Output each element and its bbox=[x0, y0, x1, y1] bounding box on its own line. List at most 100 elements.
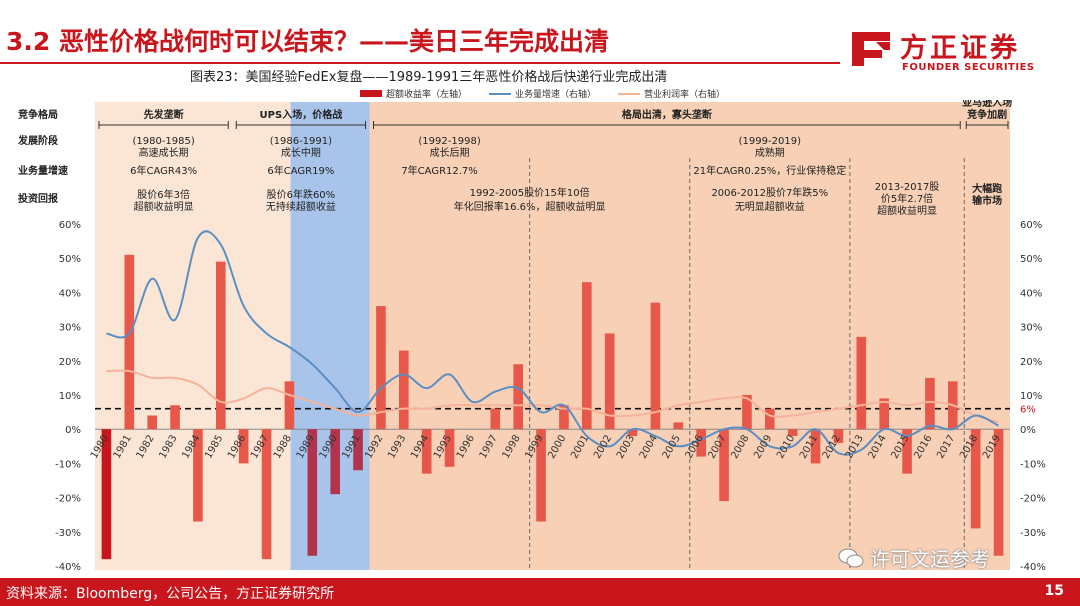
chart-legend: 超额收益率（左轴） 业务量增速（右轴） 营业利润率（右轴） bbox=[360, 87, 725, 100]
competition2-4: 竞争加剧 bbox=[966, 108, 1007, 121]
y-right-tick: 20% bbox=[1020, 357, 1042, 368]
bar-excess-1985 bbox=[216, 261, 226, 430]
return-2013-2017-l2: 价5年2.7倍 bbox=[881, 192, 933, 205]
y-right-tick: 50% bbox=[1020, 254, 1042, 265]
period-bg-1980-1985 bbox=[95, 102, 233, 570]
y-right-tick: -20% bbox=[1020, 494, 1046, 505]
stage2-3: 成长后期 bbox=[430, 147, 470, 159]
y-right-tick: -30% bbox=[1020, 528, 1046, 539]
bar-excess-1984 bbox=[193, 429, 203, 522]
bar-excess-2015 bbox=[902, 429, 912, 474]
bar-excess-2009 bbox=[765, 408, 775, 430]
row-label: 竞争格局 bbox=[17, 108, 58, 121]
return-2013-2017-l1: 2013-2017股 bbox=[875, 181, 940, 193]
bar-excess-2000 bbox=[559, 405, 569, 430]
row-label: 业务量增速 bbox=[18, 164, 68, 177]
y-left-tick: -10% bbox=[55, 459, 81, 470]
return-2013-2017-l3: 超额收益明显 bbox=[877, 204, 937, 217]
stage-2: (1986-1991) bbox=[270, 136, 332, 147]
bar-excess-1981 bbox=[124, 254, 135, 430]
bar-excess-2008 bbox=[742, 395, 752, 430]
figure-title: 图表23：美国经验FedEx复盘——1989-1991三年恶性价格战后快递行业完… bbox=[190, 70, 668, 85]
competition-1: 先发垄断 bbox=[144, 108, 184, 121]
bar-excess-2001 bbox=[582, 282, 592, 430]
bar-excess-2006 bbox=[696, 429, 706, 457]
y-right-tick: 0% bbox=[1020, 425, 1036, 436]
stage2-4: 成熟期 bbox=[755, 146, 785, 159]
bar-excess-2002 bbox=[604, 333, 615, 430]
stage2-2: 成长中期 bbox=[281, 146, 321, 159]
return2-1: 超额收益明显 bbox=[134, 200, 194, 213]
bar-excess-2019 bbox=[993, 429, 1004, 556]
y-left-tick: 0% bbox=[65, 425, 81, 436]
bar-excess-1988 bbox=[284, 381, 295, 430]
page-title: 3.2 恶性价格战何时可以结束？——美日三年完成出清 bbox=[6, 27, 609, 56]
return-1992-2005-l2: 年化回报率16.6%，超额收益明显 bbox=[454, 200, 606, 213]
logo-text-cn: 方正证券 bbox=[900, 33, 1020, 64]
competition-3: 格局出清，寡头垄断 bbox=[622, 108, 712, 121]
competition-2: UPS入场，价格战 bbox=[260, 108, 343, 121]
y-right-tick: 60% bbox=[1020, 220, 1042, 231]
watermark: 许可文运参考 bbox=[838, 543, 990, 572]
stage2-1: 高速成长期 bbox=[139, 146, 189, 159]
y-right-tick: 40% bbox=[1020, 288, 1042, 299]
title-underline bbox=[0, 62, 840, 64]
y-right-tick: 30% bbox=[1020, 323, 1042, 334]
bar-excess-1990 bbox=[330, 429, 340, 495]
y-left-tick: 60% bbox=[59, 220, 81, 231]
y-left-tick: -30% bbox=[55, 528, 81, 539]
y-left-tick: 40% bbox=[59, 288, 81, 299]
bar-excess-2004 bbox=[650, 302, 661, 430]
y-left-tick: 20% bbox=[59, 357, 81, 368]
bar-excess-2016 bbox=[925, 377, 935, 430]
bar-excess-2011 bbox=[810, 429, 821, 464]
growth-4: 21年CAGR0.25%，行业保持稳定 bbox=[693, 164, 846, 177]
wechat-icon bbox=[838, 548, 864, 567]
bar-excess-2010 bbox=[787, 429, 798, 437]
competition-4: 亚马逊入场 bbox=[962, 100, 1012, 109]
bar-excess-1982 bbox=[147, 415, 157, 430]
bar-excess-1989 bbox=[307, 429, 318, 556]
legend-item-growth: 业务量增速（右轴） bbox=[489, 87, 596, 100]
y-left-tick: 30% bbox=[59, 323, 81, 334]
return1-2: 股价6年跌60% bbox=[267, 188, 336, 201]
line-business-growth bbox=[106, 230, 1000, 456]
stage-3: (1992-1998) bbox=[418, 136, 480, 147]
y-right-tick: 10% bbox=[1020, 391, 1042, 402]
bar-excess-1999 bbox=[536, 429, 546, 522]
legend-item-excess: 超额收益率（左轴） bbox=[360, 87, 467, 100]
bar-excess-1987 bbox=[261, 429, 272, 560]
y-left-tick: 50% bbox=[59, 254, 81, 265]
bar-excess-2005 bbox=[673, 422, 684, 430]
logo-text-en: FOUNDER SECURITIES bbox=[902, 62, 1035, 73]
page-number: 15 bbox=[1044, 583, 1064, 599]
bar-excess-1995 bbox=[444, 429, 455, 467]
y-left-tick: -20% bbox=[55, 494, 81, 505]
founder-logo-icon bbox=[852, 32, 890, 66]
return1-4: 大幅跑 bbox=[972, 182, 1002, 195]
bar-excess-1998 bbox=[513, 364, 523, 430]
source-note: 资料来源：Bloomberg，公司公告，方正证券研究所 bbox=[6, 586, 335, 602]
y-right-tick: -10% bbox=[1020, 459, 1046, 470]
return1-1: 股价6年3倍 bbox=[137, 188, 190, 201]
period-bg-pricewar bbox=[290, 102, 370, 570]
fedex-chart: -40% -30% -20% -10% 0% 10% 20% 30% 40% 50% 60% -40%… bbox=[17, 100, 1046, 570]
return-2006-2012-l1: 2006-2012股价7年跌5% bbox=[711, 186, 828, 199]
bar-excess-2018 bbox=[970, 429, 981, 529]
watermark-text: 许可文运参考 bbox=[870, 547, 990, 571]
row-label: 发展阶段 bbox=[17, 134, 58, 147]
growth-1: 6年CAGR43% bbox=[130, 164, 197, 177]
stage-1: (1980-1985) bbox=[132, 136, 194, 147]
bar-excess-2013 bbox=[856, 336, 867, 430]
bar-excess-2003 bbox=[627, 429, 638, 437]
bar-excess-1980 bbox=[101, 429, 112, 560]
return-1992-2005-l1: 1992-2005股价15年10倍 bbox=[470, 186, 590, 199]
bar-excess-2014 bbox=[879, 398, 889, 430]
legend-item-margin: 营业利润率（右轴） bbox=[618, 87, 725, 100]
bar-excess-2012 bbox=[833, 429, 844, 443]
bar-excess-1997 bbox=[490, 408, 501, 430]
y-left-tick: -40% bbox=[55, 562, 81, 570]
bar-excess-1986 bbox=[238, 429, 249, 464]
reference-line-label: 6% bbox=[1020, 405, 1036, 416]
bar-excess-1983 bbox=[170, 405, 180, 430]
